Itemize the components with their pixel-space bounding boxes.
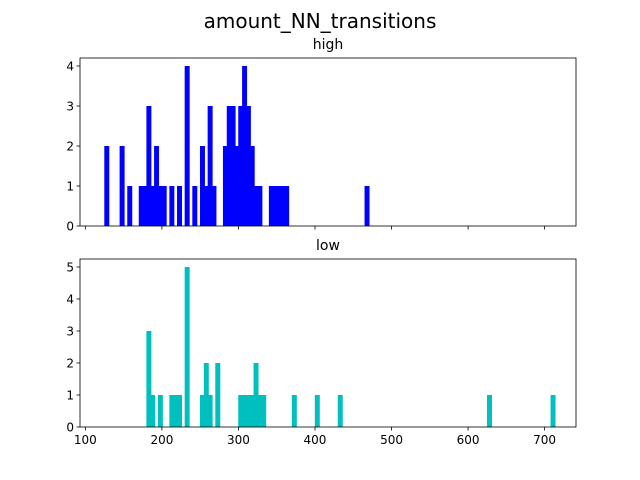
bar-low-14: [249, 395, 255, 427]
bar-high-11: [177, 186, 182, 226]
axes-frame-high: [79, 57, 577, 227]
x-tick-label-low: 200: [150, 433, 173, 447]
panel-low: low 100 200 300 400 500 600 700 0 1 2 3 4 5: [66, 238, 577, 447]
bar-high-20: [230, 106, 236, 226]
bar-low-4: [173, 395, 179, 427]
x-ticks-high: [84, 226, 546, 230]
bar-high-1: [119, 146, 125, 226]
y-tick-label-low: 0: [66, 421, 74, 435]
bar-high-6: [150, 186, 156, 226]
y-tick-label-high: 3: [66, 100, 74, 114]
bar-high-31: [280, 186, 286, 226]
bar-high-19: [226, 106, 232, 226]
bar-low-17: [261, 395, 267, 427]
bar-high-0: [104, 146, 110, 226]
x-tick-label-low: 500: [380, 433, 403, 447]
y-tick-label-high: 0: [66, 220, 74, 234]
bars-high: [104, 66, 370, 226]
bar-high-29: [272, 186, 278, 226]
bar-high-4: [142, 186, 148, 226]
y-tick-label-low: 5: [66, 261, 74, 275]
bar-low-5: [177, 395, 182, 427]
y-tick-label-high: 1: [66, 180, 74, 194]
bar-low-6: [184, 267, 190, 427]
bar-low-22: [550, 395, 556, 427]
bar-low-10: [215, 363, 221, 427]
bar-high-33: [364, 186, 370, 226]
y-ticks-low: 0 1 2 3 4 5: [66, 261, 80, 435]
bars-low: [146, 267, 556, 427]
bar-low-3: [169, 395, 175, 427]
x-tick-label-low: 100: [74, 433, 97, 447]
x-ticks-low: 100 200 300 400 500 600 700: [74, 427, 556, 447]
x-tick-label-low: 600: [457, 433, 480, 447]
y-tick-label-low: 2: [66, 357, 74, 371]
bar-high-23: [242, 66, 248, 226]
bar-high-15: [203, 186, 209, 226]
bar-low-12: [242, 395, 248, 427]
bar-low-8: [203, 363, 209, 427]
bar-high-3: [138, 186, 144, 226]
x-tick-label-low: 700: [533, 433, 556, 447]
bar-high-7: [154, 146, 160, 226]
y-ticks-high: 0 1 2 3 4: [66, 60, 80, 234]
bar-low-21: [487, 395, 492, 427]
bar-high-14: [199, 146, 205, 226]
y-tick-label-high: 2: [66, 140, 74, 154]
bar-low-7: [199, 395, 205, 427]
bar-high-32: [284, 186, 290, 226]
bar-low-1: [150, 395, 156, 427]
bar-high-26: [253, 186, 259, 226]
axes-frame-low: [79, 258, 577, 428]
panel-high: high 0 1 2 3 4: [66, 37, 577, 234]
bar-high-13: [192, 186, 198, 226]
bar-high-16: [207, 106, 213, 226]
bar-low-15: [253, 363, 259, 427]
bar-high-27: [257, 186, 263, 226]
bar-low-0: [146, 331, 152, 427]
bar-low-18: [291, 395, 297, 427]
bar-high-17: [211, 186, 217, 226]
y-tick-label-high: 4: [66, 60, 74, 74]
bar-low-13: [245, 395, 251, 427]
bar-low-2: [157, 395, 163, 427]
bar-high-10: [169, 186, 175, 226]
bar-high-2: [127, 186, 133, 226]
bar-low-20: [337, 395, 343, 427]
bar-high-12: [184, 66, 190, 226]
bar-high-30: [276, 186, 282, 226]
bar-high-18: [222, 146, 228, 226]
bar-high-22: [238, 106, 244, 226]
x-tick-label-low: 300: [227, 433, 250, 447]
bar-high-25: [249, 146, 255, 226]
bar-high-24: [245, 106, 251, 226]
figure-title: amount_NN_transitions: [204, 9, 437, 33]
y-tick-label-low: 4: [66, 293, 74, 307]
panel-title-high: high: [313, 37, 344, 53]
bar-high-9: [161, 186, 167, 226]
panel-title-low: low: [316, 238, 340, 254]
y-tick-label-low: 1: [66, 389, 74, 403]
bar-low-11: [238, 395, 244, 427]
bar-low-9: [207, 395, 213, 427]
y-tick-label-low: 3: [66, 325, 74, 339]
bar-high-5: [146, 106, 152, 226]
x-tick-label-low: 400: [304, 433, 327, 447]
bar-high-28: [268, 186, 274, 226]
bar-low-19: [314, 395, 320, 427]
bar-high-8: [157, 186, 163, 226]
bar-low-16: [257, 395, 263, 427]
bar-high-21: [234, 146, 240, 226]
